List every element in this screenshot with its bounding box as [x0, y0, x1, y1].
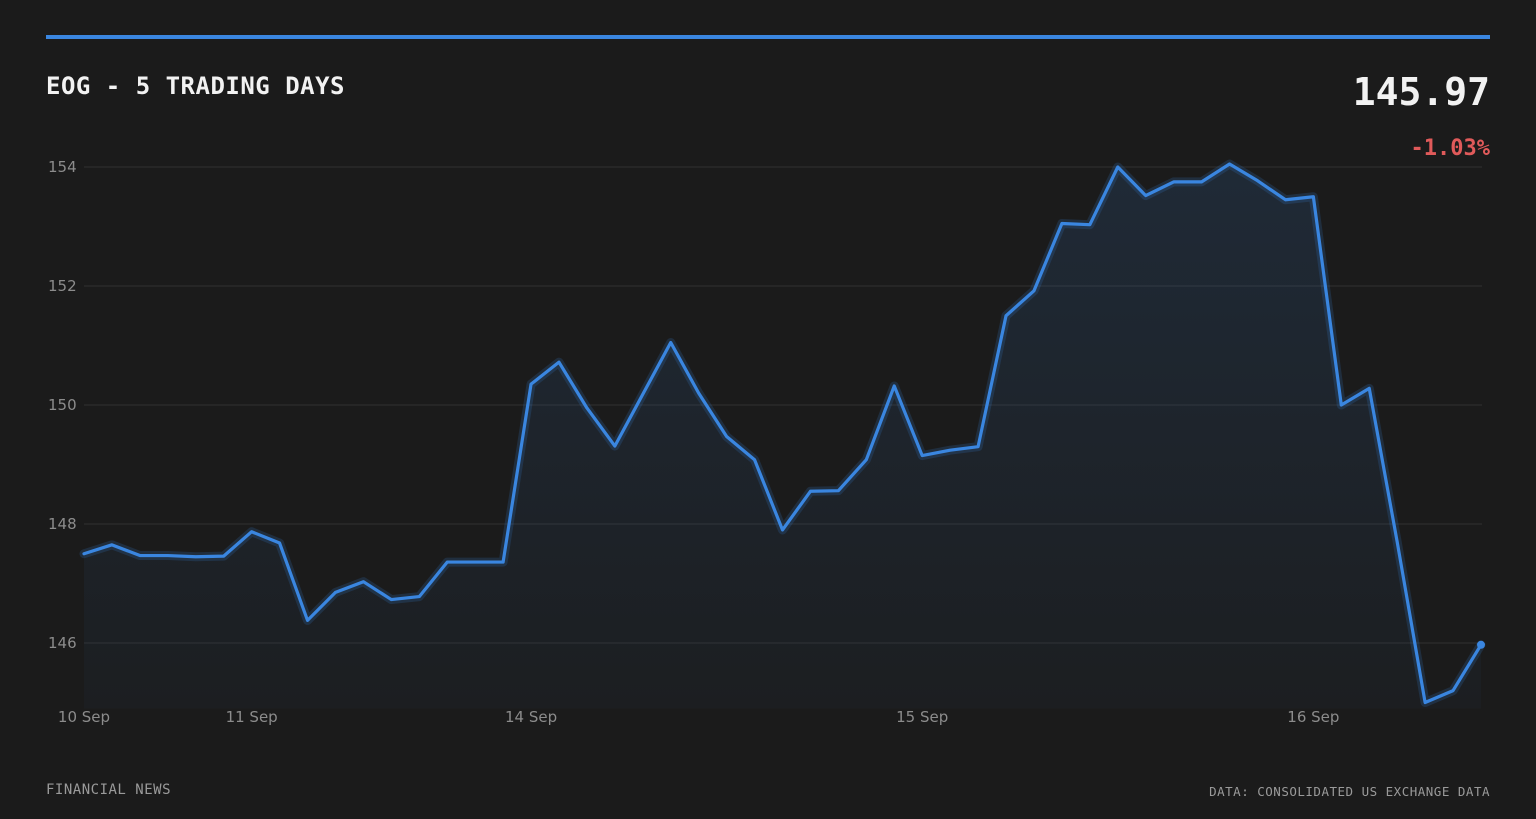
- x-tick-label: 10 Sep: [58, 708, 110, 726]
- price-point: [1451, 689, 1455, 693]
- x-tick-label: 11 Sep: [226, 708, 278, 726]
- price-point: [1367, 386, 1371, 390]
- y-tick-label-146: 146: [48, 634, 77, 652]
- price-point: [1395, 540, 1399, 544]
- price-point: [920, 454, 924, 458]
- line-layer: [79, 159, 1486, 707]
- price-point: [948, 448, 952, 452]
- price-point: [1144, 194, 1148, 198]
- price-point: [138, 554, 142, 558]
- price-point: [976, 445, 980, 449]
- price-point: [1116, 165, 1120, 169]
- price-point: [445, 560, 449, 564]
- price-point: [1423, 701, 1427, 705]
- price-point: [278, 541, 282, 545]
- price-area: [84, 164, 1481, 709]
- price-point: [222, 554, 226, 558]
- price-point: [697, 391, 701, 395]
- x-tick-label: 15 Sep: [896, 708, 948, 726]
- x-tick-label: 14 Sep: [505, 708, 557, 726]
- price-point: [781, 528, 785, 532]
- price-change: -1.03%: [1410, 136, 1490, 161]
- price-point: [1339, 403, 1343, 407]
- last-price: 145.97: [1352, 70, 1490, 114]
- y-tick-label-152: 152: [48, 277, 77, 295]
- price-point: [250, 530, 254, 534]
- price-point: [194, 555, 198, 559]
- price-point: [529, 382, 533, 386]
- x-tick-label: 16 Sep: [1287, 708, 1339, 726]
- price-point: [1228, 162, 1232, 166]
- price-point: [473, 560, 477, 564]
- price-line: [82, 162, 1483, 705]
- y-axis: 146 148 150 152 154: [48, 158, 77, 652]
- price-point: [641, 392, 645, 396]
- price-point: [82, 552, 86, 556]
- price-point: [1088, 223, 1092, 227]
- price-point: [864, 458, 868, 462]
- price-point: [333, 590, 337, 594]
- x-axis: 10 Sep 11 Sep 14 Sep 15 Sep 16 Sep: [58, 708, 1340, 726]
- price-point: [892, 384, 896, 388]
- price-point: [753, 458, 757, 462]
- area-layer: [84, 164, 1481, 709]
- price-point: [613, 444, 617, 448]
- price-point: [557, 360, 561, 364]
- price-point: [110, 543, 114, 547]
- price-point: [166, 554, 170, 558]
- price-point: [389, 598, 393, 602]
- chart-title: EOG - 5 TRADING DAYS: [46, 72, 345, 100]
- price-point: [306, 618, 310, 622]
- price-point: [1172, 180, 1176, 184]
- price-point: [1200, 180, 1204, 184]
- price-point: [361, 580, 365, 584]
- price-point: [585, 406, 589, 410]
- y-tick-label-154: 154: [48, 158, 77, 176]
- price-point: [417, 595, 421, 599]
- price-point: [669, 341, 673, 345]
- price-point: [1255, 179, 1259, 183]
- price-point: [725, 435, 729, 439]
- price-point: [1004, 314, 1008, 318]
- y-tick-label-148: 148: [48, 515, 77, 533]
- last-price-marker: [1477, 640, 1485, 649]
- y-tick-label-150: 150: [48, 396, 77, 414]
- price-point: [501, 560, 505, 564]
- price-point: [836, 489, 840, 493]
- top-accent-rule: [46, 35, 1490, 39]
- price-point: [1060, 222, 1064, 226]
- footer-source-right: DATA: CONSOLIDATED US EXCHANGE DATA: [1209, 784, 1490, 799]
- price-point: [808, 489, 812, 493]
- footer-source-left: FINANCIAL NEWS: [46, 782, 172, 798]
- price-point: [1311, 195, 1315, 199]
- price-point: [1283, 198, 1287, 202]
- price-point: [1032, 289, 1036, 293]
